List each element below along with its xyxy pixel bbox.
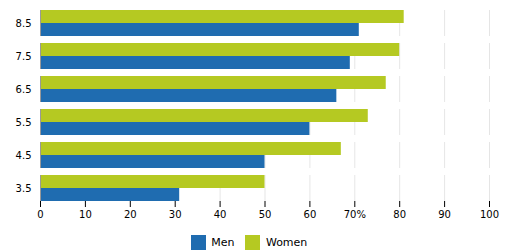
svg-text:10: 10 [79,209,92,220]
html-text:Men: Men [211,236,235,249]
svg-text:7.5: 7.5 [16,51,32,62]
svg-text:6.5: 6.5 [16,84,32,95]
svg-text:8.5: 8.5 [16,18,32,29]
svg-text:90: 90 [438,209,451,220]
svg-text:20: 20 [124,209,137,220]
svg-text:40: 40 [214,209,227,220]
svg-text:50: 50 [259,209,272,220]
svg-text:80: 80 [393,209,406,220]
svg-text:4.5: 4.5 [16,150,32,161]
svg-text:5.5: 5.5 [16,117,32,128]
svg-text:100: 100 [480,209,499,220]
svg-text:0: 0 [37,209,43,220]
svg-text:70%: 70% [344,209,366,220]
html-text:Women: Women [265,236,308,249]
svg-text:60: 60 [304,209,317,220]
svg-text:3.5: 3.5 [16,183,32,194]
svg-text:30: 30 [169,209,182,220]
